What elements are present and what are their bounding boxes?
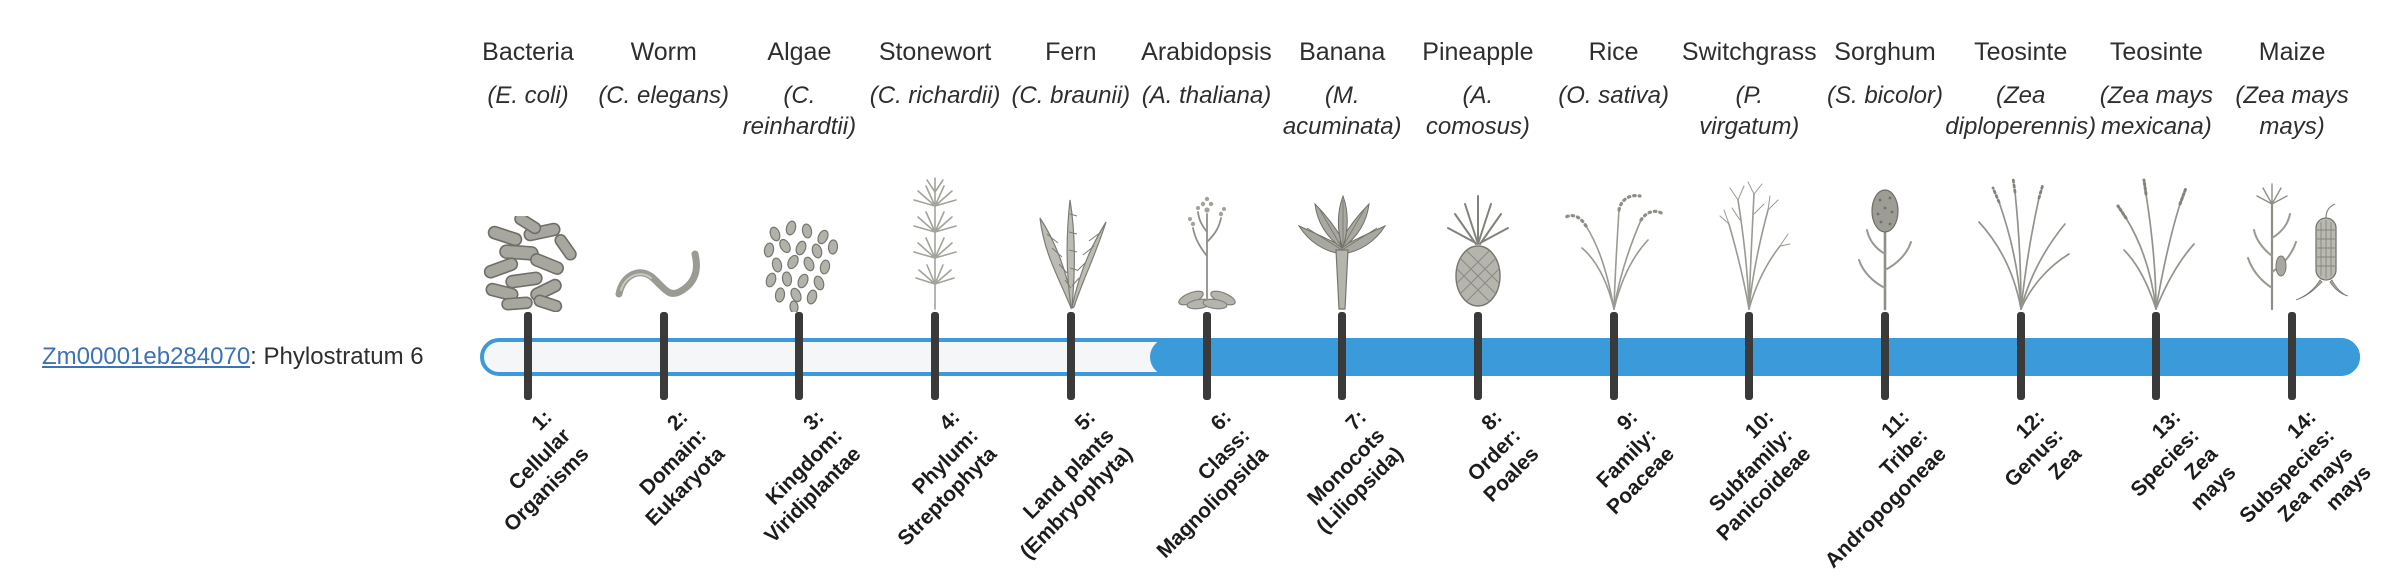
phylostratum-label: 11: Tribe: Andropogoneae — [1820, 405, 1951, 573]
timeline-filled-segment — [1150, 338, 2360, 376]
sorghum-icon — [1835, 176, 1935, 312]
species-common-name: Switchgrass — [1681, 38, 1817, 66]
species-column: Pineapple (A. comosus) — [1383, 36, 1573, 312]
species-scientific-name: (M. acuminata) — [1282, 82, 1402, 140]
species-common-name: Maize — [2258, 38, 2326, 66]
species-scientific-name: (A. comosus) — [1425, 82, 1530, 140]
species-common-name: Pineapple — [1422, 38, 1534, 66]
species-scientific-name: (Zea mays mays) — [2235, 82, 2349, 140]
phylostratum-label: 1: Cellular Organisms — [499, 405, 594, 537]
gene-phylostratum-text: : Phylostratum 6 — [250, 343, 424, 370]
stonewort-icon — [885, 176, 985, 312]
species-common-name: Teosinte — [2109, 38, 2203, 66]
species-column: Fern (C. braunii) — [976, 36, 1166, 312]
species-common-name: Worm — [630, 38, 697, 66]
species-column: Teosinte (Zea mays mexicana) — [2061, 36, 2251, 312]
phylostratum-tick — [2152, 312, 2161, 400]
species-scientific-name: (P. virgatum) — [1699, 82, 1800, 140]
phylostratum-label: 9: Family: Poaceae — [1592, 405, 1680, 520]
species-common-name: Bacteria — [482, 38, 574, 66]
species-column: Algae (C. reinhardtii) — [704, 36, 894, 312]
species-scientific-name: (Zea mays mexicana) — [2099, 82, 2214, 140]
species-common-name: Banana — [1299, 38, 1386, 66]
switchgrass-icon — [1694, 176, 1804, 312]
phylostratum-label: 8: Order: Poales — [1463, 405, 1544, 507]
species-scientific-name: (S. bicolor) — [1826, 82, 1944, 109]
phylostratum-label: 3: Kingdom: Viridiplantae — [760, 405, 866, 548]
gene-link[interactable]: Zm00001eb284070 — [42, 343, 251, 370]
species-column: Maize (Zea mays mays) — [2197, 36, 2387, 312]
species-column: Banana (M. acuminata) — [1247, 36, 1437, 312]
phylostratum-tick — [2288, 312, 2297, 400]
phylostratum-tick — [524, 312, 532, 400]
phylostratum-label: 6: Class: Magnoliopsida — [1152, 405, 1273, 563]
fern-icon — [1016, 176, 1126, 312]
species-column: Stonewort (C. richardii) — [840, 36, 1030, 312]
species-scientific-name: (E. coli) — [487, 82, 569, 109]
phylostratum-label: 7: Monocots (Liliopsida) — [1303, 405, 1408, 538]
phylostratum-tick — [1473, 312, 1482, 400]
phylostratum-tick — [1066, 312, 1075, 400]
species-scientific-name: (C. braunii) — [1011, 82, 1131, 109]
species-scientific-name: (Zea diploperennis) — [1945, 82, 2097, 140]
phylostratum-tick — [1338, 312, 1347, 400]
teosinte-mexicana-icon — [2096, 176, 2216, 312]
species-scientific-name: (C. richardii) — [869, 82, 1001, 109]
bacteria-icon — [472, 216, 584, 312]
species-scientific-name: (A. thaliana) — [1141, 82, 1272, 109]
species-column: Teosinte (Zea diploperennis) — [1926, 36, 2116, 312]
phylostratum-tick — [795, 312, 804, 400]
phylostratum-tick — [1202, 312, 1211, 400]
phylostratum-label: 2: Domain: Eukaryota — [635, 405, 730, 531]
species-scientific-name: (C. elegans) — [598, 82, 730, 109]
species-common-name: Sorghum — [1834, 38, 1936, 66]
maize-icon — [2232, 176, 2352, 312]
species-column: Arabidopsis (A. thaliana) — [1112, 36, 1302, 312]
algae-icon — [749, 216, 849, 312]
pineapple-icon — [1428, 180, 1528, 312]
species-common-name: Algae — [767, 38, 832, 66]
gene-label: Zm00001eb284070: Phylostratum 6 — [42, 343, 424, 371]
species-column: Worm (C. elegans) — [569, 36, 759, 312]
species-column: Bacteria (E. coli) — [433, 36, 623, 312]
species-common-name: Arabidopsis — [1141, 38, 1272, 66]
phylostratum-label: 14: Subspecies: Zea mays mays — [2235, 405, 2377, 528]
phylostratum-tick — [1745, 312, 1754, 400]
phylostratum-label: 12: Genus: Zea — [2000, 405, 2087, 492]
teosinte-diploperennis-icon — [1961, 176, 2081, 312]
species-column: Rice (O. sativa) — [1519, 36, 1709, 312]
phylostratum-label: 13: Species: Zea mays — [2126, 405, 2241, 516]
arabidopsis-icon — [1157, 180, 1257, 312]
species-common-name: Teosinte — [1974, 38, 2068, 66]
species-common-name: Fern — [1045, 38, 1097, 66]
species-scientific-name: (O. sativa) — [1558, 82, 1669, 109]
phylostratum-label: 5: Land plants (Embryophyta) — [1015, 405, 1137, 564]
worm-icon — [609, 240, 719, 312]
rice-icon — [1558, 176, 1670, 312]
species-column: Sorghum (S. bicolor) — [1790, 36, 1980, 312]
phylostratum-tick — [2016, 312, 2025, 400]
phylostratum-label: 4: Phylum: Streptophyta — [893, 405, 1001, 551]
phylostratum-tick — [1609, 312, 1618, 400]
species-common-name: Rice — [1588, 38, 1639, 66]
phylostratum-tick — [931, 312, 940, 400]
species-common-name: Stonewort — [878, 38, 992, 66]
phylostratum-tick — [659, 312, 668, 400]
species-scientific-name: (C. reinhardtii) — [742, 82, 857, 140]
phylostratum-tick — [1881, 312, 1889, 400]
species-column: Switchgrass (P. virgatum) — [1654, 36, 1844, 312]
banana-icon — [1287, 176, 1397, 312]
